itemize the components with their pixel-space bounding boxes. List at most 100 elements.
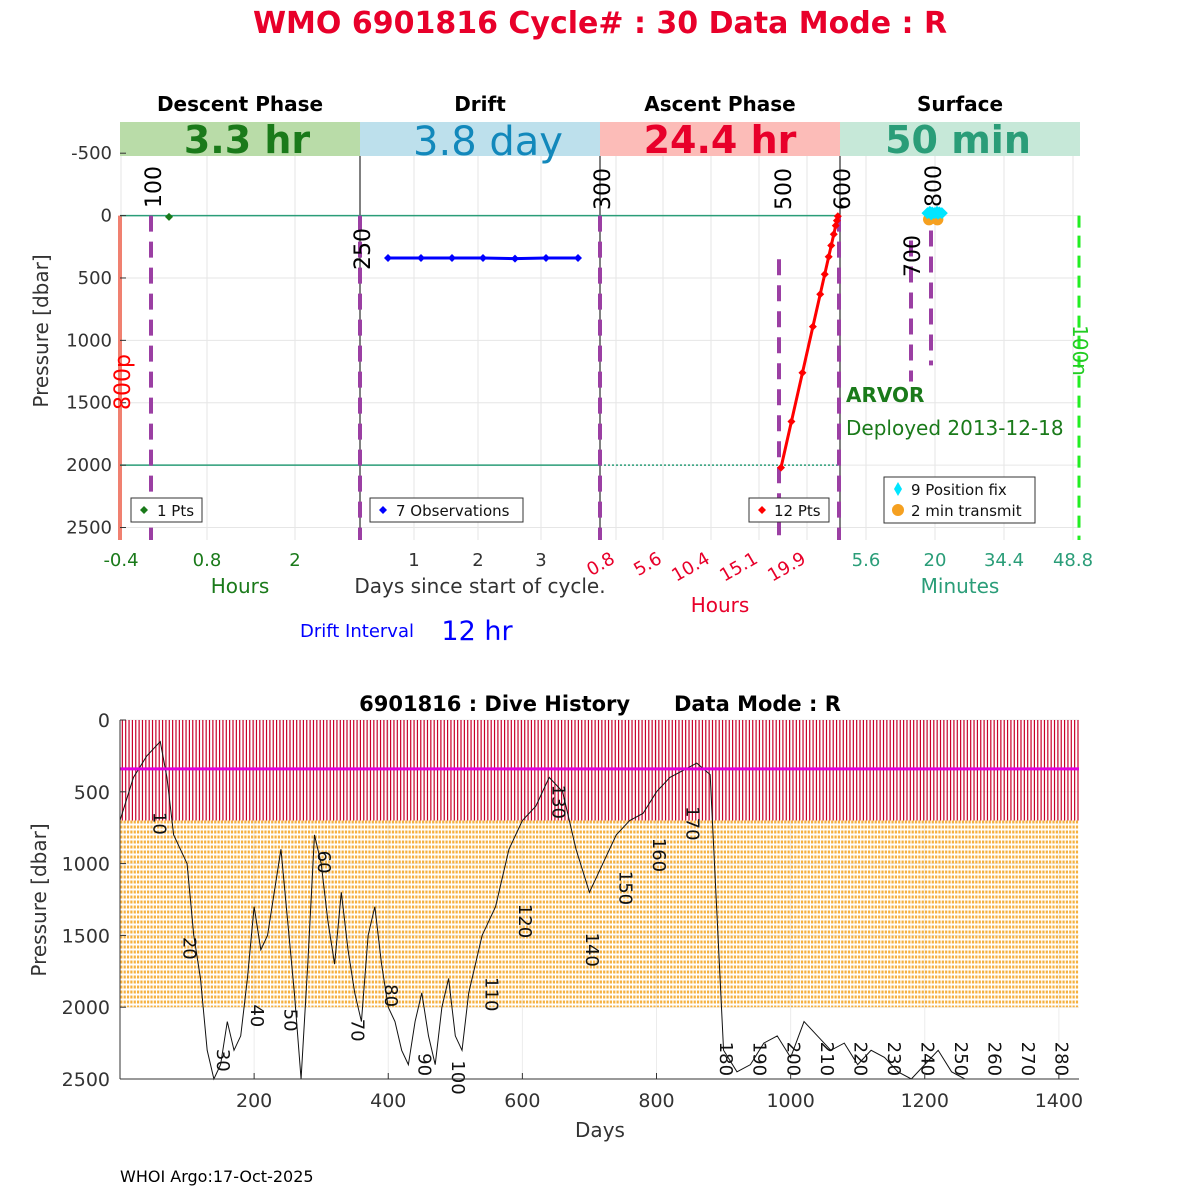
dive-history-axes: 200 400 600 800 1000 1200 1400 0 500 1000 1500 2000… [62, 710, 1083, 1112]
profile-number-label: 260 [983, 1042, 1004, 1076]
profile-number-label: 180 [715, 1042, 736, 1076]
y-tick-label: 0 [101, 206, 112, 227]
drift-point [574, 254, 582, 263]
profile-number-label: 10 [149, 812, 170, 835]
profile-number-label: 120 [514, 904, 535, 938]
profile-number-label: 220 [849, 1042, 870, 1076]
legend-label: 7 Observations [396, 502, 510, 520]
profile-number-label: 50 [279, 1009, 300, 1032]
phase-band [120, 122, 360, 156]
x-tick-label: 600 [504, 1090, 540, 1112]
y-tick-label: 2500 [62, 1069, 110, 1091]
profile-number-label: 170 [682, 806, 703, 840]
marker-label-300: 300 [591, 168, 616, 210]
y-tick-label: 0 [98, 710, 110, 732]
side-label-100n: 100n [1068, 325, 1092, 376]
ascent-point [777, 463, 785, 472]
drift-point [479, 254, 487, 263]
profile-number-label: 160 [648, 838, 669, 872]
bottom-panel: 10 20 30 40 50 60 70 80 90 100 110 120 130 140 150 160 1… [27, 692, 1083, 1142]
x-tick-label: 200 [236, 1090, 272, 1112]
figure-title: WMO 6901816 Cycle# : 30 Data Mode : R [253, 6, 947, 41]
phase-band [600, 122, 840, 156]
phase-band [360, 122, 600, 156]
side-label-800p: 800p [111, 354, 136, 410]
ascent-point [833, 212, 842, 221]
ascent-point [798, 368, 807, 377]
x-tick-label: 19.9 [764, 548, 809, 586]
phase-duration-ascent: 24.4 hr [644, 118, 797, 162]
ascent-point [787, 417, 796, 426]
ascent-x-ticks: 0.8 5.6 10.4 15.1 19.9 [583, 548, 809, 586]
profile-number-label: 190 [749, 1042, 770, 1076]
legend-box [369, 497, 524, 523]
position-fix-point [925, 208, 938, 221]
y-tick-label: 500 [74, 782, 110, 804]
profile-number-label: 200 [782, 1042, 803, 1076]
position-fix-point [932, 207, 944, 220]
profile-number-label: 80 [380, 984, 401, 1007]
legend-ascent: 12 Pts [748, 497, 830, 523]
phase-name-ascent: Ascent Phase [644, 92, 795, 116]
legend-descent: 1 Pts [130, 497, 203, 523]
x-tick-label: 34.4 [984, 550, 1024, 571]
marker-label-250: 250 [351, 228, 376, 270]
x-tick-label: -0.4 [103, 550, 138, 571]
phase-name-surface: Surface [917, 92, 1003, 116]
footer-credit: WHOI Argo:17-Oct-2025 [120, 1167, 314, 1186]
ascent-point [820, 270, 829, 279]
phase-duration-drift: 3.8 day [413, 119, 563, 165]
x-tick-label: 5.6 [852, 550, 881, 571]
profile-number-label: 240 [916, 1042, 937, 1076]
profile-number-label: 280 [1051, 1042, 1072, 1076]
legend-marker-position-fix [894, 482, 902, 496]
ascent-point [808, 322, 817, 331]
ascent-point [816, 290, 825, 299]
drift-x-ticks: 1 2 3 [408, 550, 546, 571]
surface-x-ticks: 5.6 20 34.4 48.8 [852, 550, 1093, 571]
dive-history-x-label: Days [575, 1118, 625, 1142]
marker-label-700: 700 [901, 235, 926, 277]
profile-number-label: 40 [246, 1004, 267, 1027]
ascent-point [824, 252, 833, 261]
y-tick-label: 1500 [62, 925, 110, 947]
x-tick-label: 20 [924, 550, 947, 571]
legend-box [883, 476, 1036, 524]
phase-name-descent: Descent Phase [157, 92, 323, 116]
legend-surface: 9 Position fix 2 min transmit [883, 476, 1036, 524]
x-tick-label: 2 [289, 550, 300, 571]
y-tick-label: 500 [78, 268, 112, 289]
drift-point [417, 254, 425, 263]
x-tick-label: 15.1 [716, 548, 761, 586]
profile-number-label: 110 [480, 977, 501, 1011]
profile-number-label: 230 [883, 1042, 904, 1076]
x-tick-label: 5.6 [630, 548, 665, 581]
profile-number-label: 130 [548, 785, 569, 819]
profile-number-label: 60 [313, 851, 334, 874]
profile-number-label: 270 [1017, 1042, 1038, 1076]
surface-x-label: Minutes [921, 574, 1000, 598]
drift-point [542, 254, 550, 263]
y-tick-label: 2000 [66, 455, 112, 476]
x-tick-label: 1000 [766, 1090, 814, 1112]
x-tick-label: 3 [535, 550, 546, 571]
x-tick-label: 800 [638, 1090, 674, 1112]
drift-x-label: Days since start of cycle. [354, 574, 605, 598]
profile-number-label: 140 [581, 933, 602, 967]
y-tick-label: 1000 [62, 854, 110, 876]
x-tick-label: 2 [472, 550, 483, 571]
marker-label-500: 500 [772, 168, 797, 210]
profile-number-label: 90 [413, 1053, 434, 1076]
phase-duration-surface: 50 min [885, 118, 1031, 162]
legend-box [748, 497, 830, 523]
dive-history-y-label: Pressure [dbar] [27, 823, 51, 976]
x-tick-label: 0.8 [193, 550, 222, 571]
profile-number-label: 100 [447, 1060, 468, 1094]
x-tick-label: 10.4 [668, 548, 713, 586]
dive-history-content: 10 20 30 40 50 60 70 80 90 100 110 120 130 140 150 160 1… [119, 719, 1079, 1095]
legend-marker-drift [379, 506, 387, 514]
ascent-point [827, 241, 836, 250]
drift-point [384, 254, 392, 263]
